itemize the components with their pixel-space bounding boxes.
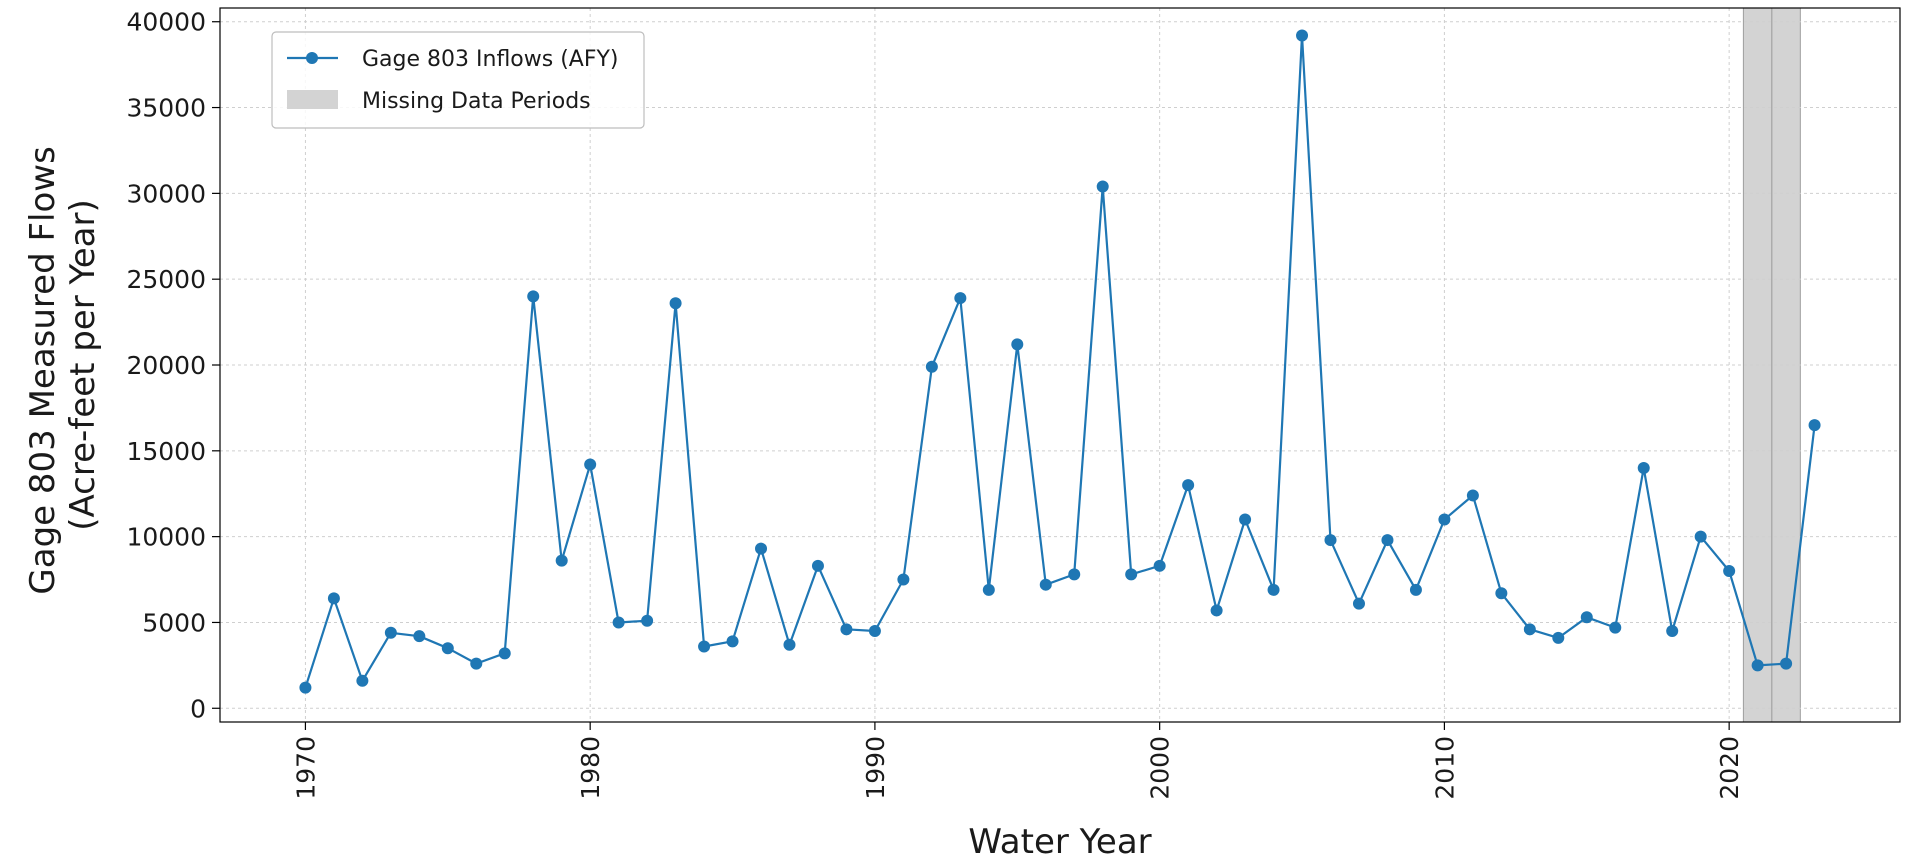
- x-tick-label: 2020: [1715, 736, 1744, 800]
- data-point: [669, 297, 682, 310]
- data-point: [527, 290, 540, 303]
- y-tick-label: 35000: [126, 94, 206, 123]
- data-point: [1808, 419, 1821, 432]
- data-point: [441, 642, 454, 655]
- data-point: [1039, 578, 1052, 591]
- data-point: [1068, 568, 1081, 581]
- data-point: [1096, 180, 1109, 193]
- data-point: [1239, 513, 1252, 526]
- axes: 0 5000 10000 15000 20000 25000 30000 35000 40000…: [126, 8, 1744, 800]
- data-point: [612, 616, 625, 629]
- data-point: [1182, 479, 1195, 492]
- data-point: [1666, 625, 1679, 638]
- y-tick-label: 0: [190, 694, 206, 723]
- x-tick-label: 1990: [861, 736, 890, 800]
- data-point: [811, 559, 824, 572]
- data-point: [1780, 657, 1793, 670]
- y-tick-label: 5000: [142, 608, 206, 637]
- series-line: [304, 34, 1816, 689]
- y-tick-label: 15000: [126, 437, 206, 466]
- data-point: [954, 292, 967, 305]
- data-point: [1324, 534, 1337, 547]
- data-point: [470, 657, 483, 670]
- data-point: [1523, 623, 1536, 636]
- data-point: [1580, 611, 1593, 624]
- data-point: [1751, 659, 1764, 672]
- data-point: [840, 623, 853, 636]
- data-point: [1125, 568, 1138, 581]
- series-layer: [299, 29, 1821, 694]
- data-point: [783, 638, 796, 651]
- data-point: [327, 592, 340, 605]
- data-point: [356, 674, 369, 687]
- data-point: [413, 630, 426, 643]
- legend-shade-swatch: [287, 90, 338, 109]
- data-point: [1694, 530, 1707, 543]
- x-tick-label: 1970: [291, 736, 320, 800]
- data-point: [299, 681, 312, 694]
- y-tick-label: 30000: [126, 179, 206, 208]
- data-point: [726, 635, 739, 648]
- data-point: [1153, 559, 1166, 572]
- legend-label-missing: Missing Data Periods: [362, 89, 591, 114]
- data-point: [641, 614, 654, 627]
- missing-data-shading: [1742, 7, 1801, 723]
- data-point: [1552, 631, 1565, 644]
- grid: [220, 8, 1900, 722]
- legend-marker-swatch: [306, 52, 318, 64]
- data-point: [1210, 604, 1223, 617]
- data-point: [925, 360, 938, 373]
- x-tick-label: 2000: [1146, 736, 1175, 800]
- data-point: [1723, 564, 1736, 577]
- data-point: [1438, 513, 1451, 526]
- data-point: [982, 583, 995, 596]
- data-point: [698, 640, 711, 653]
- data-point: [1637, 461, 1650, 474]
- data-point: [755, 542, 768, 555]
- y-tick-label: 20000: [126, 351, 206, 380]
- data-point: [1296, 29, 1309, 42]
- data-point: [1609, 621, 1622, 634]
- x-tick-label: 2010: [1430, 736, 1459, 800]
- x-axis-title: Water Year: [968, 822, 1151, 862]
- y-axis-title-line-1: Gage 803 Measured Flows: [23, 146, 63, 594]
- data-point: [868, 625, 881, 638]
- legend-box: [271, 31, 645, 129]
- data-point: [1352, 597, 1365, 610]
- data-point: [384, 626, 397, 639]
- data-point: [555, 554, 568, 567]
- y-tick-label: 10000: [126, 523, 206, 552]
- data-point: [1495, 587, 1508, 600]
- y-axis-title: Gage 803 Measured Flows (Acre-feet per Y…: [23, 135, 103, 594]
- data-point: [1466, 489, 1479, 502]
- data-point: [1381, 534, 1394, 547]
- y-axis-title-line-2: (Acre-feet per Year): [63, 199, 103, 531]
- legend-label-inflows: Gage 803 Inflows (AFY): [362, 47, 619, 72]
- data-point: [1011, 338, 1024, 351]
- data-point: [1409, 583, 1422, 596]
- data-point: [584, 458, 597, 471]
- data-point: [897, 573, 910, 586]
- legend: Gage 803 Inflows (AFY) Missing Data Peri…: [271, 31, 645, 129]
- data-point: [498, 647, 511, 660]
- data-point: [1267, 583, 1280, 596]
- x-tick-label: 1980: [576, 736, 605, 800]
- y-tick-label: 40000: [126, 8, 206, 37]
- y-tick-label: 25000: [126, 265, 206, 294]
